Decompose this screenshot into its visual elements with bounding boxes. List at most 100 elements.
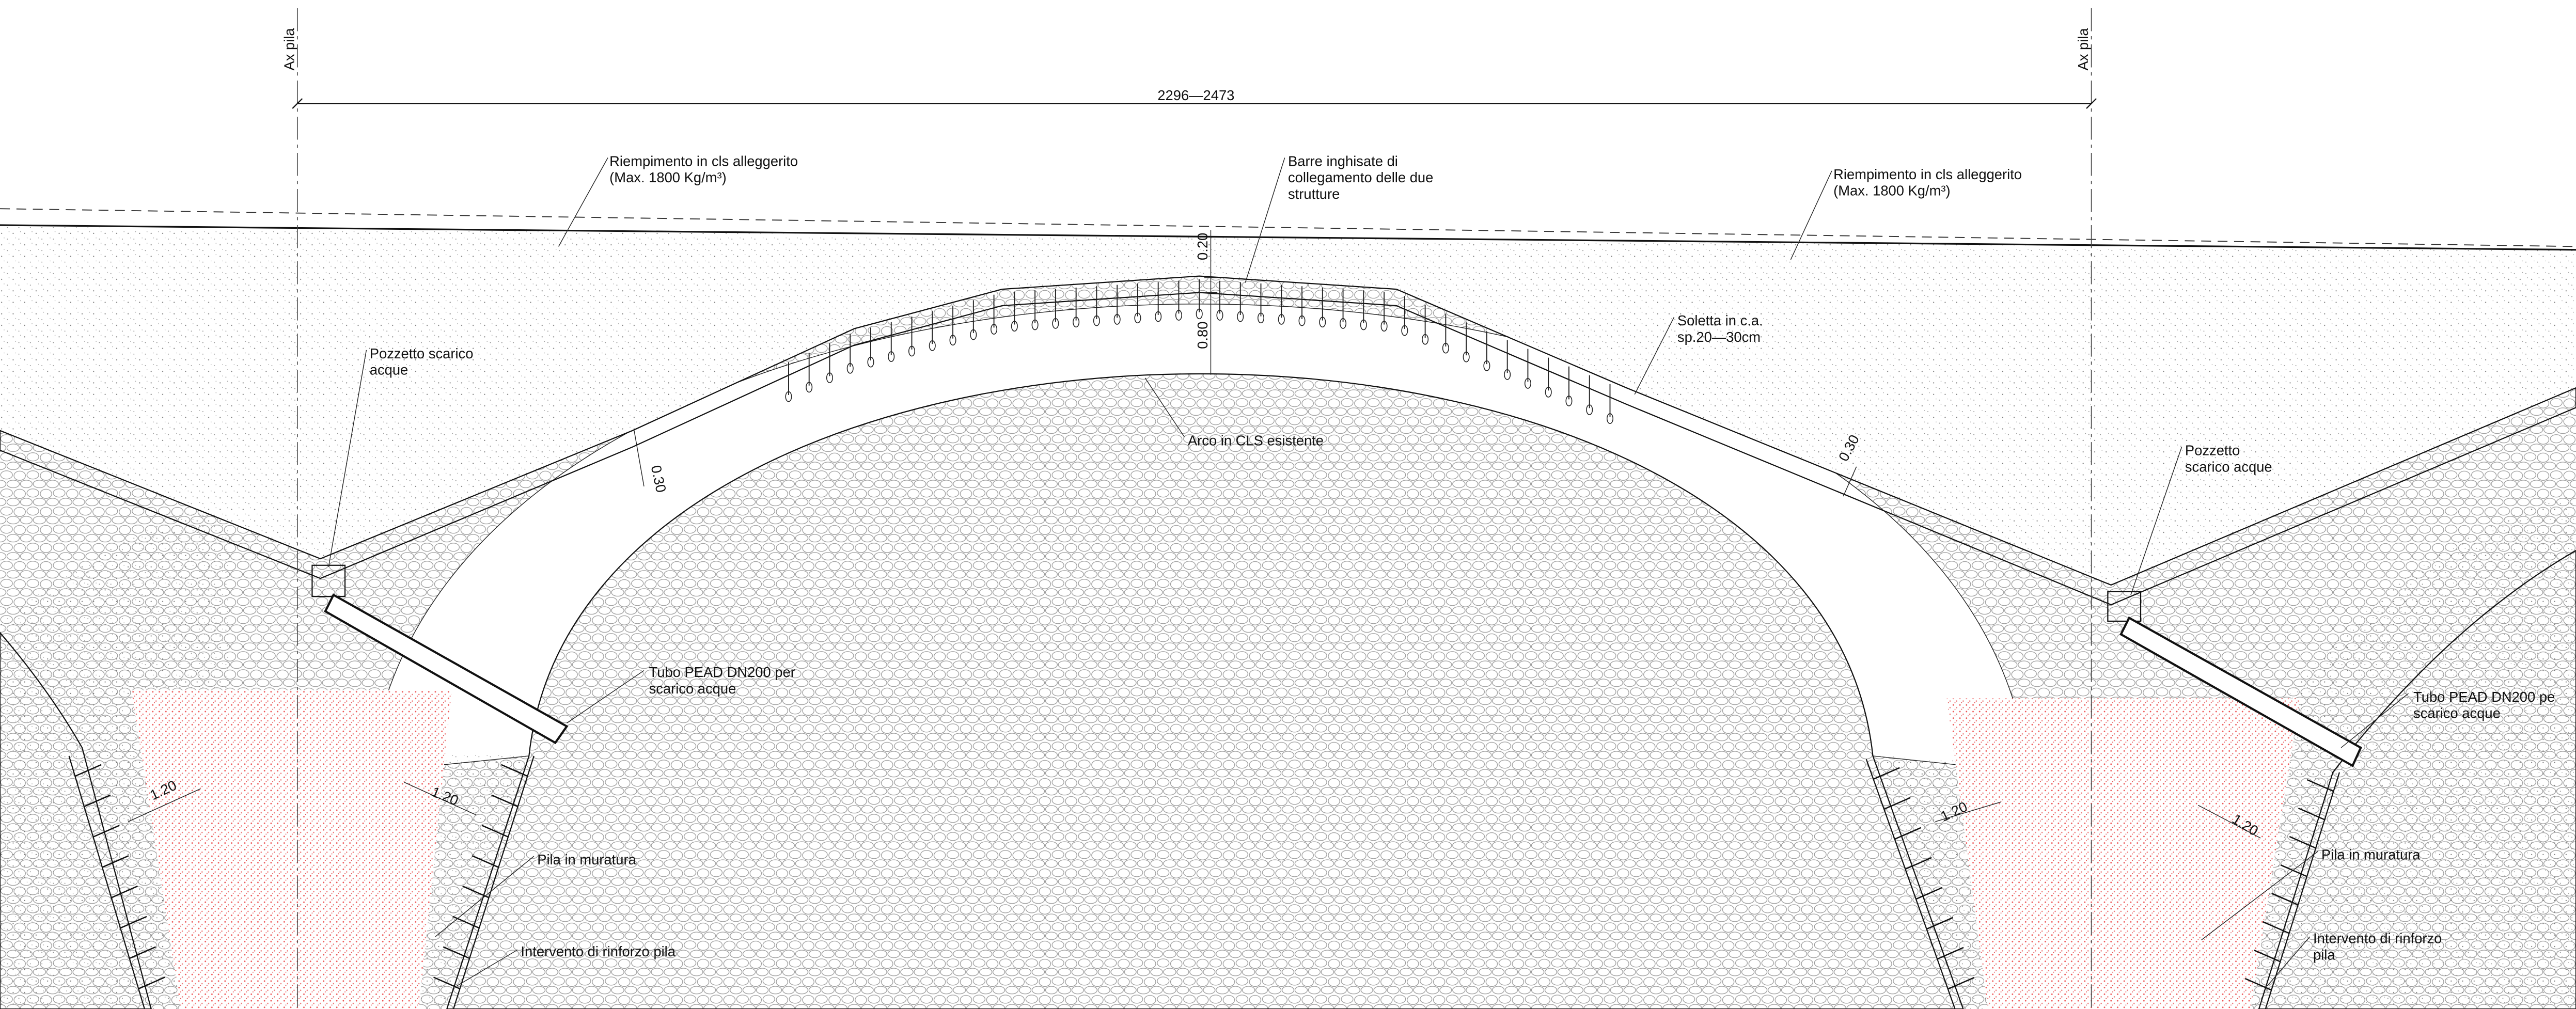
right-opening (2258, 549, 2576, 1009)
anchor-hole (1319, 317, 1326, 328)
axis-label: Ax pila (281, 28, 297, 71)
pipe-right (2119, 616, 2362, 767)
right-arch-ring (2234, 493, 2576, 1009)
slab (0, 275, 2576, 606)
pier-left-core (131, 690, 452, 1009)
reinforcement-tick (2280, 864, 2307, 877)
annotation: Soletta in c.a. (1677, 312, 1763, 328)
anchor-hole (785, 391, 792, 402)
anchor-hole (1380, 321, 1388, 332)
reinforcement-ticks (74, 764, 2334, 991)
reinforcement-tick (2263, 921, 2290, 934)
reinforcement-tick (2289, 835, 2316, 849)
arch-opening (446, 373, 1964, 1009)
reinforcement-tick (2298, 807, 2325, 821)
annotation: Tubo PEAD DN200 pe (2413, 689, 2555, 705)
annotation: Barre inghisate di (1288, 153, 1398, 169)
anchor-hole (1052, 318, 1059, 329)
reinforcement-tick (462, 885, 490, 898)
anchor-hole (1155, 311, 1162, 322)
annotation: Pozzetto (2185, 443, 2240, 459)
anchor-hole (1483, 360, 1490, 371)
anchor-hole (1298, 315, 1306, 326)
anchor-hole (1340, 318, 1347, 329)
anchor-hole (949, 335, 956, 346)
pipe-left (324, 593, 569, 745)
dimension-label: 0.80 (1195, 322, 1211, 349)
dimension-label: 2296—2473 (1157, 87, 1234, 103)
pier-faces (68, 755, 2340, 1009)
reinforcement-tick (84, 794, 111, 808)
lightweight-fill (0, 227, 2576, 585)
annotation: Arco in CLS esistente (1188, 432, 1324, 448)
annotation: (Max. 1800 Kg/m³) (1833, 183, 1951, 199)
annotation: (Max. 1800 Kg/m³) (609, 169, 727, 185)
anchor-hole (1524, 378, 1531, 389)
anchor-hole (1504, 369, 1511, 380)
reinforcement-tick (2307, 779, 2334, 792)
annotation: acque (370, 362, 409, 378)
anchor-hole (1216, 310, 1223, 321)
pier-right-core (1946, 698, 2300, 1009)
reinforcement-tick (1873, 767, 1900, 780)
reinforcement-tick (1905, 857, 1932, 870)
annotation: Riempimento in cls alleggerito (1833, 166, 2022, 182)
axis-label: Ax pila (2075, 28, 2091, 71)
reinforcement-tick (138, 976, 165, 989)
annotation: Tubo PEAD DN200 per (649, 664, 795, 680)
anchor-hole (1237, 311, 1244, 322)
anchor-hole (1093, 315, 1100, 326)
reinforcement-tick (2253, 949, 2281, 963)
reinforcement-tick (92, 825, 120, 838)
annotation: Pila in muratura (2321, 846, 2421, 862)
annotation: sp.20—30cm (1677, 329, 1761, 345)
anchor-hole (1278, 314, 1285, 325)
anchor-hole (1606, 413, 1614, 424)
anchor-hole (1545, 387, 1552, 398)
anchor-hole (806, 382, 813, 393)
dashed-line (0, 208, 2576, 247)
reinforcement-tick (2271, 892, 2299, 906)
reinforcement-tick (443, 946, 470, 959)
anchor-hole (1134, 312, 1141, 324)
reinforcement-tick (120, 916, 147, 929)
leader-line (328, 157, 2409, 987)
anchor-hole (1422, 334, 1429, 345)
reinforcement-tick (2244, 978, 2272, 991)
anchor-hole (1011, 321, 1018, 332)
reinforcement-tick (472, 855, 499, 868)
annotation: Riempimento in cls alleggerito (609, 153, 798, 169)
arch-ring-bg (369, 304, 2029, 772)
reinforcement-tick (1894, 827, 1922, 840)
anchor-hole (888, 351, 895, 362)
anchor-hole (1113, 314, 1121, 325)
anchor-hole (929, 340, 936, 351)
annotation: collegamento delle due (1288, 169, 1433, 185)
anchor-bars (785, 279, 1614, 424)
reinforcement-tick (1883, 797, 1911, 810)
anchor-hole (867, 356, 874, 368)
reinforcement-tick (1947, 976, 1975, 990)
anchor-hole (1196, 308, 1203, 320)
anchor-hole (1463, 351, 1470, 362)
annotation: Pila in muratura (537, 852, 636, 868)
anchor-hole (1442, 342, 1449, 354)
anchor-hole (1586, 404, 1593, 415)
reinforcement-tick (102, 855, 129, 868)
dimension-line (128, 782, 2261, 839)
annotation: Intervento di rinforzo pila (521, 943, 676, 959)
anchor-hole (1073, 317, 1080, 328)
reinforcement-tick (1937, 947, 1964, 960)
anchor-hole (908, 345, 916, 357)
anchor-hole (846, 362, 854, 374)
left-opening (0, 632, 152, 1009)
dimension-line (1204, 230, 1218, 375)
reinforcement-tick (433, 976, 460, 989)
reinforcement-tick (1926, 917, 1953, 930)
drain-right (2107, 591, 2142, 622)
annotation: scarico acque (2185, 459, 2272, 475)
dimension-line (1843, 466, 1857, 497)
anchor-hole (1175, 310, 1182, 321)
reinforcement-tick (129, 946, 156, 959)
